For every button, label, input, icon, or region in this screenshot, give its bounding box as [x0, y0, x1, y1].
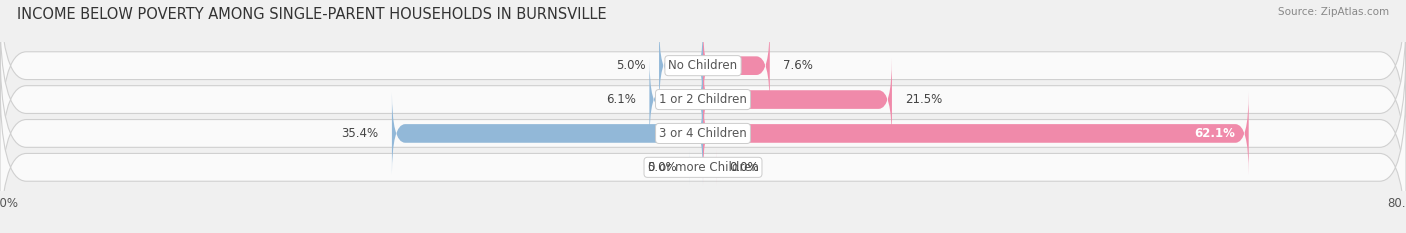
Text: 7.6%: 7.6%: [783, 59, 813, 72]
FancyBboxPatch shape: [703, 24, 770, 107]
FancyBboxPatch shape: [659, 24, 703, 107]
FancyBboxPatch shape: [650, 58, 703, 141]
Text: 0.0%: 0.0%: [647, 161, 676, 174]
FancyBboxPatch shape: [703, 58, 891, 141]
Text: No Children: No Children: [668, 59, 738, 72]
FancyBboxPatch shape: [703, 150, 716, 185]
FancyBboxPatch shape: [690, 150, 703, 185]
Text: 1 or 2 Children: 1 or 2 Children: [659, 93, 747, 106]
Text: 0.0%: 0.0%: [730, 161, 759, 174]
Text: 35.4%: 35.4%: [342, 127, 378, 140]
FancyBboxPatch shape: [0, 12, 1406, 187]
Text: INCOME BELOW POVERTY AMONG SINGLE-PARENT HOUSEHOLDS IN BURNSVILLE: INCOME BELOW POVERTY AMONG SINGLE-PARENT…: [17, 7, 606, 22]
Text: Source: ZipAtlas.com: Source: ZipAtlas.com: [1278, 7, 1389, 17]
FancyBboxPatch shape: [0, 79, 1406, 233]
Text: 3 or 4 Children: 3 or 4 Children: [659, 127, 747, 140]
Text: 21.5%: 21.5%: [905, 93, 942, 106]
Text: 5.0%: 5.0%: [616, 59, 645, 72]
FancyBboxPatch shape: [0, 46, 1406, 221]
FancyBboxPatch shape: [0, 0, 1406, 154]
FancyBboxPatch shape: [703, 92, 1249, 175]
Text: 6.1%: 6.1%: [606, 93, 637, 106]
Text: 5 or more Children: 5 or more Children: [648, 161, 758, 174]
Text: 62.1%: 62.1%: [1195, 127, 1236, 140]
FancyBboxPatch shape: [392, 92, 703, 175]
